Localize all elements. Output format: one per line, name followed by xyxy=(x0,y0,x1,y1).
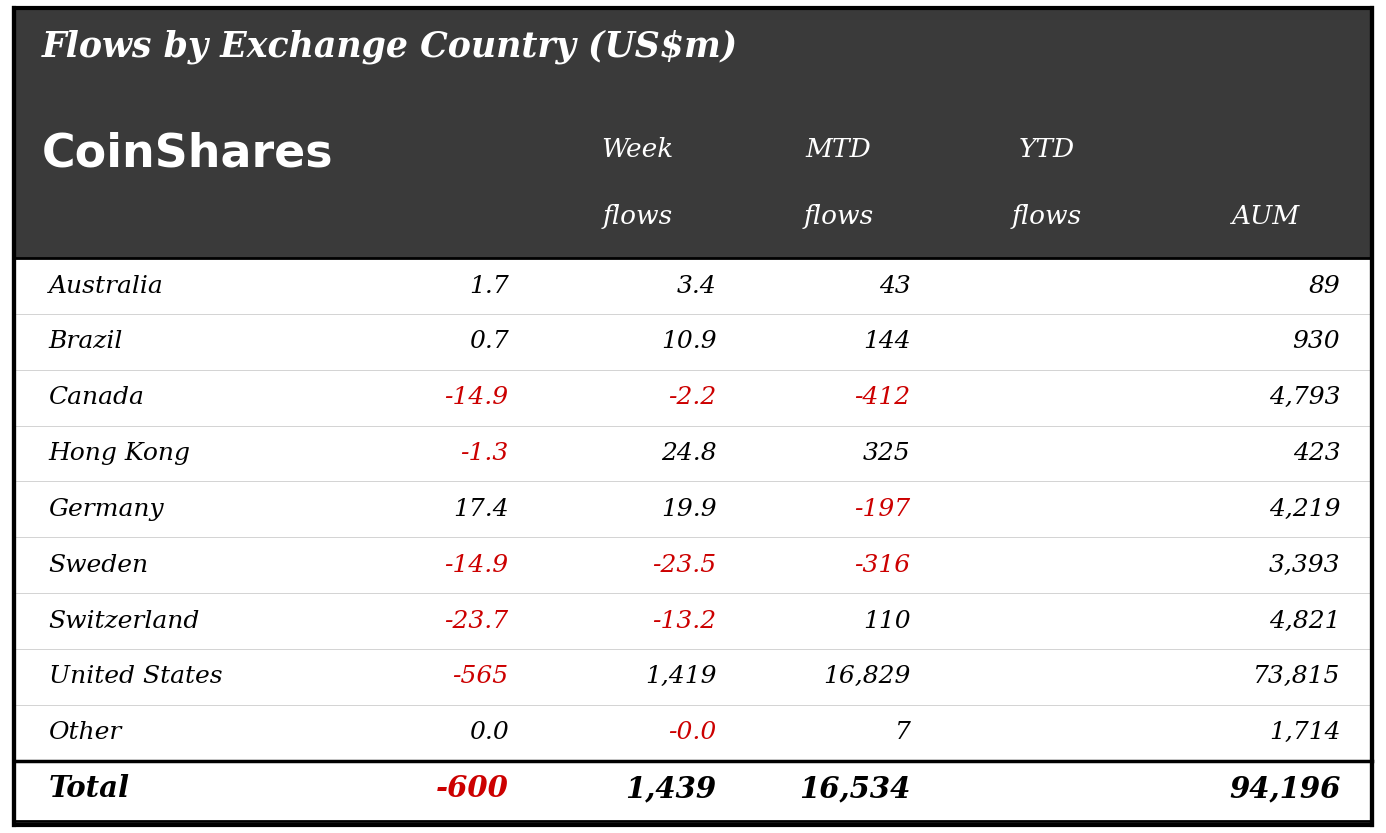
Text: United States: United States xyxy=(49,666,222,688)
Text: 325: 325 xyxy=(863,442,911,465)
Text: AUM: AUM xyxy=(1231,204,1299,229)
Text: 43: 43 xyxy=(879,275,911,297)
Text: 110: 110 xyxy=(863,610,911,632)
Text: 89: 89 xyxy=(1308,275,1340,297)
Text: Canada: Canada xyxy=(49,387,144,409)
Text: -1.3: -1.3 xyxy=(460,442,509,465)
Text: -2.2: -2.2 xyxy=(668,387,717,409)
Text: Sweden: Sweden xyxy=(49,554,148,576)
Text: -600: -600 xyxy=(435,774,509,803)
Text: 16,829: 16,829 xyxy=(823,666,911,688)
Text: Australia: Australia xyxy=(49,275,164,297)
Text: 1,439: 1,439 xyxy=(625,774,717,803)
Text: 144: 144 xyxy=(863,331,911,353)
Text: YTD: YTD xyxy=(1019,137,1074,162)
Text: Total: Total xyxy=(49,774,130,803)
Text: 4,821: 4,821 xyxy=(1268,610,1340,632)
Text: 7: 7 xyxy=(895,721,911,744)
Text: MTD: MTD xyxy=(805,137,872,162)
Text: CoinShares: CoinShares xyxy=(42,132,333,177)
Text: -23.7: -23.7 xyxy=(445,610,509,632)
Text: 1.7: 1.7 xyxy=(468,275,509,297)
Text: Brazil: Brazil xyxy=(49,331,123,353)
Text: 1,419: 1,419 xyxy=(644,666,717,688)
Text: Flows by Exchange Country (US$m): Flows by Exchange Country (US$m) xyxy=(42,29,737,64)
Text: 1,714: 1,714 xyxy=(1268,721,1340,744)
Text: 0.7: 0.7 xyxy=(468,331,509,353)
Text: 0.0: 0.0 xyxy=(468,721,509,744)
Text: 19.9: 19.9 xyxy=(661,498,717,521)
Text: Other: Other xyxy=(49,721,122,744)
Text: 3,393: 3,393 xyxy=(1268,554,1340,576)
Text: Switzerland: Switzerland xyxy=(49,610,200,632)
Text: Hong Kong: Hong Kong xyxy=(49,442,190,465)
Text: 4,219: 4,219 xyxy=(1268,498,1340,521)
Text: -197: -197 xyxy=(855,498,911,521)
Text: Week: Week xyxy=(602,137,674,162)
Text: -23.5: -23.5 xyxy=(653,554,717,576)
Bar xyxy=(14,8,1372,258)
Text: flows: flows xyxy=(804,204,873,229)
Text: -0.0: -0.0 xyxy=(668,721,717,744)
Text: 73,815: 73,815 xyxy=(1253,666,1340,688)
Text: -412: -412 xyxy=(855,387,911,409)
Text: -14.9: -14.9 xyxy=(445,387,509,409)
Text: -14.9: -14.9 xyxy=(445,554,509,576)
Text: flows: flows xyxy=(1012,204,1081,229)
Text: 24.8: 24.8 xyxy=(661,442,717,465)
Text: 17.4: 17.4 xyxy=(453,498,509,521)
Text: 4,793: 4,793 xyxy=(1268,387,1340,409)
Text: 16,534: 16,534 xyxy=(800,774,911,803)
Text: 423: 423 xyxy=(1293,442,1340,465)
Text: -316: -316 xyxy=(855,554,911,576)
Text: 3.4: 3.4 xyxy=(676,275,717,297)
Text: 930: 930 xyxy=(1293,331,1340,353)
Text: 94,196: 94,196 xyxy=(1229,774,1340,803)
Text: Germany: Germany xyxy=(49,498,164,521)
Text: flows: flows xyxy=(603,204,672,229)
Text: -13.2: -13.2 xyxy=(653,610,717,632)
Text: -565: -565 xyxy=(453,666,509,688)
Text: 10.9: 10.9 xyxy=(661,331,717,353)
